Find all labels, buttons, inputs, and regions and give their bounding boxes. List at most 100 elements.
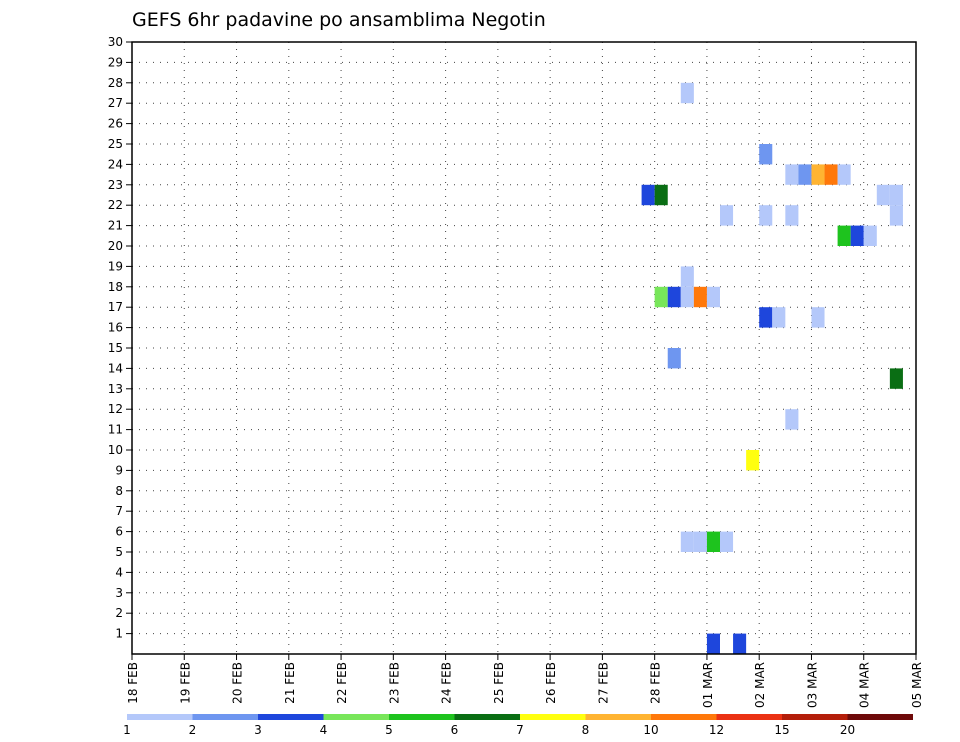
precip-cell — [798, 164, 812, 185]
grid-lines — [132, 42, 916, 654]
precip-cell — [876, 184, 890, 206]
y-axis: 1234567891011121314151617181920212223242… — [108, 35, 132, 641]
colorbar-swatch — [716, 714, 782, 720]
colorbar-label: 4 — [320, 723, 328, 737]
y-tick-label: 9 — [115, 463, 123, 477]
x-tick-label: 21 FEB — [283, 662, 297, 704]
y-tick-label: 17 — [108, 300, 123, 314]
y-tick-label: 18 — [108, 280, 123, 294]
precip-cell — [641, 184, 655, 206]
precip-cell — [720, 205, 734, 226]
precip-cell — [759, 205, 773, 226]
chart-title: GEFS 6hr padavine po ansamblima Negotin — [132, 9, 546, 31]
precip-cell — [733, 633, 747, 654]
precip-cell — [785, 164, 799, 185]
colorbar-swatch — [651, 714, 717, 720]
y-tick-label: 29 — [108, 55, 123, 69]
colorbar-swatch — [192, 714, 258, 720]
colorbar-swatch — [585, 714, 651, 720]
colorbar-label: 15 — [774, 723, 789, 737]
precip-cell — [889, 368, 903, 389]
x-axis: 18 FEB 19 FEB 20 FEB 21 FEB 22 FEB 23 FEB 24 F… — [126, 654, 924, 708]
y-tick-label: 26 — [108, 117, 123, 131]
precip-cell — [850, 225, 864, 246]
y-tick-label: 13 — [108, 382, 123, 396]
colorbar-swatch — [258, 714, 324, 720]
x-tick-label: 04 MAR — [858, 662, 872, 708]
colorbar: 1 2 3 4 5 6 7 8 10 12 15 20 — [123, 714, 913, 737]
y-tick-label: 27 — [108, 96, 123, 110]
y-tick-label: 7 — [115, 504, 123, 518]
y-tick-label: 4 — [115, 565, 123, 579]
precip-cell — [680, 266, 694, 287]
y-tick-label: 14 — [108, 361, 123, 375]
y-tick-label: 12 — [108, 402, 123, 416]
precip-cell — [837, 225, 851, 246]
precip-cell — [889, 184, 903, 206]
y-tick-label: 16 — [108, 321, 123, 335]
y-tick-label: 20 — [108, 239, 123, 253]
y-tick-label: 22 — [108, 198, 123, 212]
y-tick-label: 6 — [115, 525, 123, 539]
x-tick-label: 24 FEB — [440, 662, 454, 704]
y-tick-label: 28 — [108, 76, 123, 90]
precip-cell — [706, 286, 720, 308]
precip-cell — [654, 286, 668, 308]
x-tick-label: 22 FEB — [335, 662, 349, 704]
colorbar-label: 6 — [451, 723, 459, 737]
precip-cell — [863, 225, 877, 246]
x-tick-label: 03 MAR — [805, 662, 819, 708]
precip-cell — [759, 144, 773, 165]
y-tick-label: 15 — [108, 341, 123, 355]
x-tick-label: 01 MAR — [701, 662, 715, 708]
precip-cell — [680, 531, 694, 552]
precip-cell — [706, 531, 720, 552]
precip-cell — [811, 164, 825, 185]
colorbar-swatch — [454, 714, 520, 720]
precip-cell — [680, 82, 694, 104]
precip-cell — [785, 409, 799, 430]
y-tick-label: 24 — [108, 157, 123, 171]
colorbar-label: 10 — [643, 723, 658, 737]
y-tick-label: 23 — [108, 178, 123, 192]
precip-cell — [759, 307, 773, 328]
x-tick-label: 23 FEB — [387, 662, 401, 704]
x-tick-label: 28 FEB — [649, 662, 663, 704]
y-tick-label: 10 — [108, 443, 123, 457]
precip-cell — [824, 164, 838, 185]
colorbar-label: 7 — [516, 723, 524, 737]
colorbar-label: 8 — [582, 723, 590, 737]
colorbar-label: 20 — [840, 723, 855, 737]
data-cells — [641, 82, 903, 654]
precip-cell — [706, 633, 720, 654]
colorbar-swatch — [389, 714, 455, 720]
precip-cell — [889, 205, 903, 226]
colorbar-label: 5 — [385, 723, 393, 737]
precip-cell — [667, 348, 681, 369]
colorbar-swatch — [782, 714, 848, 720]
y-tick-label: 5 — [115, 545, 123, 559]
precip-cell — [680, 286, 694, 308]
colorbar-label: 2 — [189, 723, 197, 737]
precip-cell — [785, 205, 799, 226]
colorbar-swatch — [323, 714, 389, 720]
precip-cell — [720, 531, 734, 552]
x-tick-label: 26 FEB — [544, 662, 558, 704]
colorbar-label: 3 — [254, 723, 262, 737]
y-tick-label: 19 — [108, 259, 123, 273]
colorbar-swatch — [127, 714, 193, 720]
precip-cell — [693, 531, 707, 552]
precip-cell — [693, 286, 707, 308]
x-tick-label: 19 FEB — [178, 662, 192, 704]
colorbar-swatch — [520, 714, 586, 720]
x-tick-label: 27 FEB — [596, 662, 610, 704]
y-tick-label: 3 — [115, 586, 123, 600]
colorbar-swatch — [847, 714, 913, 720]
y-tick-label: 8 — [115, 484, 123, 498]
colorbar-label: 12 — [709, 723, 724, 737]
precip-cell — [654, 184, 668, 206]
precip-cell — [837, 164, 851, 185]
x-tick-label: 20 FEB — [231, 662, 245, 704]
y-tick-label: 11 — [108, 423, 123, 437]
